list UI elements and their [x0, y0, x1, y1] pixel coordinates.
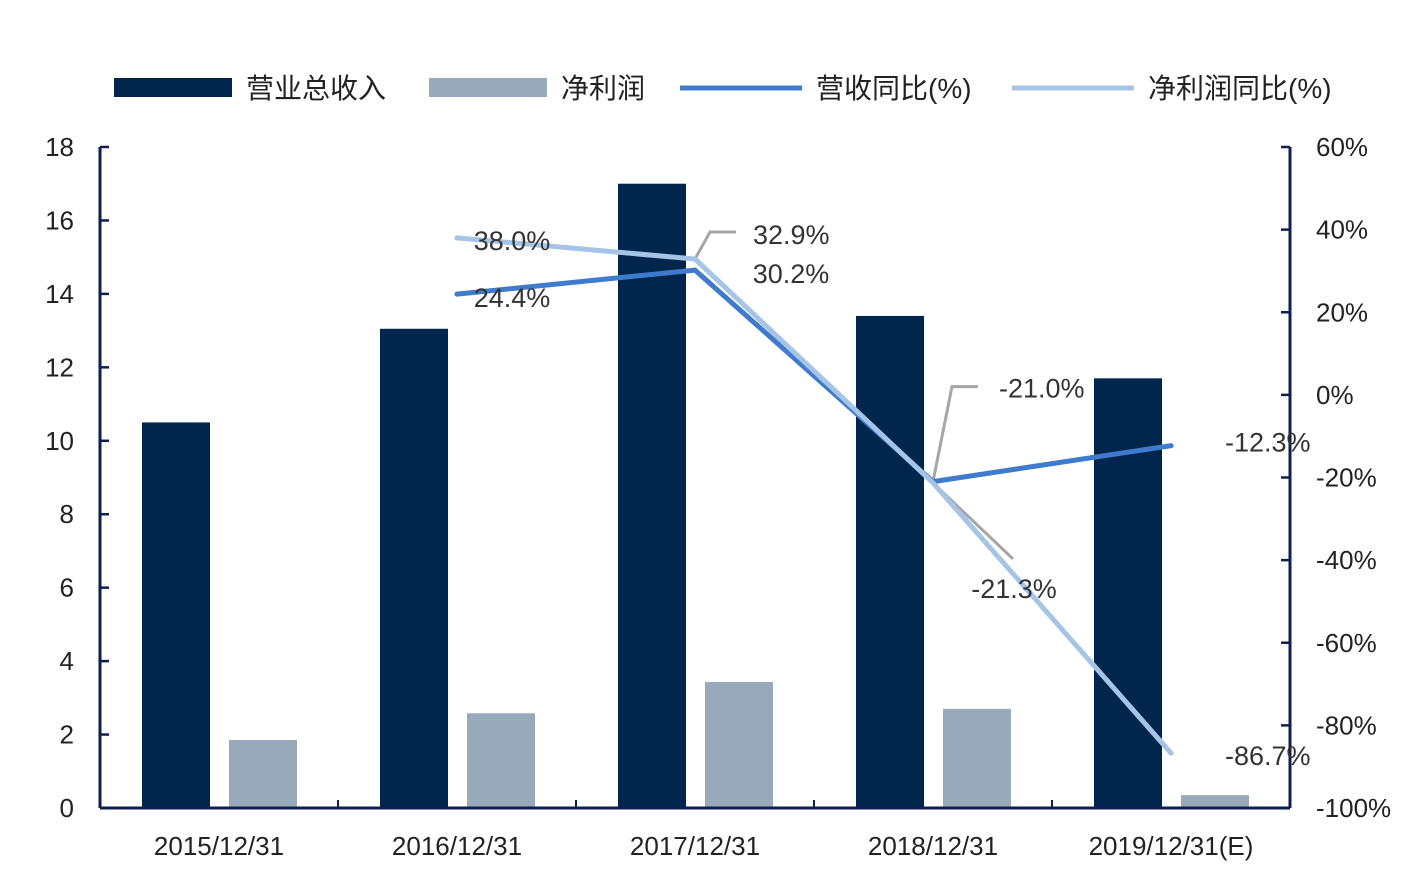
legend-label-0: 营业总收入 [246, 73, 386, 104]
left-tick-label-6: 12 [45, 352, 74, 382]
point-revenue-yoy-1 [454, 291, 460, 297]
legend-label-3: 净利润同比(%) [1148, 73, 1332, 104]
left-tick-label-5: 10 [45, 426, 74, 456]
data-label-6: -21.3% [971, 574, 1057, 604]
data-label-2: -21.0% [999, 374, 1085, 404]
axes: 0 2 4 6 8 10 12 14 16 18 -100% -80% -60% -40% -20% 0% 20… [45, 132, 1391, 861]
leader-line-2 [931, 385, 978, 482]
x-tick-label-0: 2015/12/31 [154, 831, 284, 861]
line-revenue-yoy [454, 267, 1174, 485]
data-label-5: 32.9% [753, 220, 830, 250]
left-tick-label-9: 18 [45, 132, 74, 162]
bar-revenue-4 [1094, 378, 1162, 808]
data-label-7: -86.7% [1225, 741, 1311, 771]
line-profit-yoy [454, 235, 1174, 756]
data-label-4: 38.0% [474, 226, 551, 256]
point-revenue-yoy-2 [692, 267, 698, 273]
legend-swatch-0 [114, 78, 232, 97]
bar-net-profit-2 [705, 682, 773, 808]
bar-revenue-0 [142, 422, 210, 808]
right-tick-label-2: -60% [1316, 628, 1377, 658]
x-tick-label-3: 2018/12/31 [868, 831, 998, 861]
legend-swatch-1 [429, 78, 547, 97]
right-tick-label-7: 40% [1316, 215, 1368, 245]
right-tick-label-8: 60% [1316, 132, 1368, 162]
x-tick-label-2: 2017/12/31 [630, 831, 760, 861]
left-tick-label-0: 0 [60, 793, 74, 823]
data-label-1: 30.2% [753, 259, 830, 289]
right-tick-label-3: -40% [1316, 545, 1377, 575]
data-label-3: -12.3% [1225, 428, 1311, 458]
bar-revenue-1 [380, 328, 448, 808]
legend-label-1: 净利润 [561, 73, 645, 104]
series-lines [454, 235, 1174, 756]
bar-net-profit-1 [467, 713, 535, 808]
leader-lines [693, 230, 1015, 560]
right-tick-label-0: -100% [1316, 793, 1391, 823]
legend-label-2: 营收同比(%) [816, 73, 972, 104]
left-tick-label-7: 14 [45, 279, 74, 309]
bars [142, 183, 1249, 808]
left-tick-label-3: 6 [60, 573, 74, 603]
x-tick-label-1: 2016/12/31 [392, 831, 522, 861]
bar-net-profit-0 [229, 740, 297, 808]
data-labels: 24.4% 30.2% -21.0% -12.3% 38.0% 32.9% -21.3% -8… [474, 220, 1311, 771]
bar-revenue-2 [618, 183, 686, 808]
left-tick-label-8: 16 [45, 205, 74, 235]
point-profit-yoy-4 [1168, 750, 1174, 756]
right-tick-label-5: 0% [1316, 380, 1354, 410]
bar-net-profit-4 [1181, 795, 1249, 808]
left-tick-label-1: 2 [60, 720, 74, 750]
right-tick-label-1: -80% [1316, 710, 1377, 740]
bar-revenue-3 [856, 315, 924, 808]
point-revenue-yoy-4 [1168, 443, 1174, 449]
legend: 营业总收入 净利润 营收同比(%) 净利润同比(%) [114, 73, 1332, 104]
data-label-0: 24.4% [474, 283, 551, 313]
left-tick-label-4: 8 [60, 499, 74, 529]
leader-line-5 [693, 230, 736, 260]
point-profit-yoy-3 [930, 480, 936, 486]
bar-net-profit-3 [943, 708, 1011, 808]
x-tick-label-4: 2019/12/31(E) [1089, 831, 1254, 861]
left-tick-label-2: 4 [60, 646, 74, 676]
point-profit-yoy-2 [692, 256, 698, 262]
right-tick-label-6: 20% [1316, 297, 1368, 327]
right-tick-label-4: -20% [1316, 463, 1377, 493]
point-profit-yoy-1 [454, 235, 460, 241]
